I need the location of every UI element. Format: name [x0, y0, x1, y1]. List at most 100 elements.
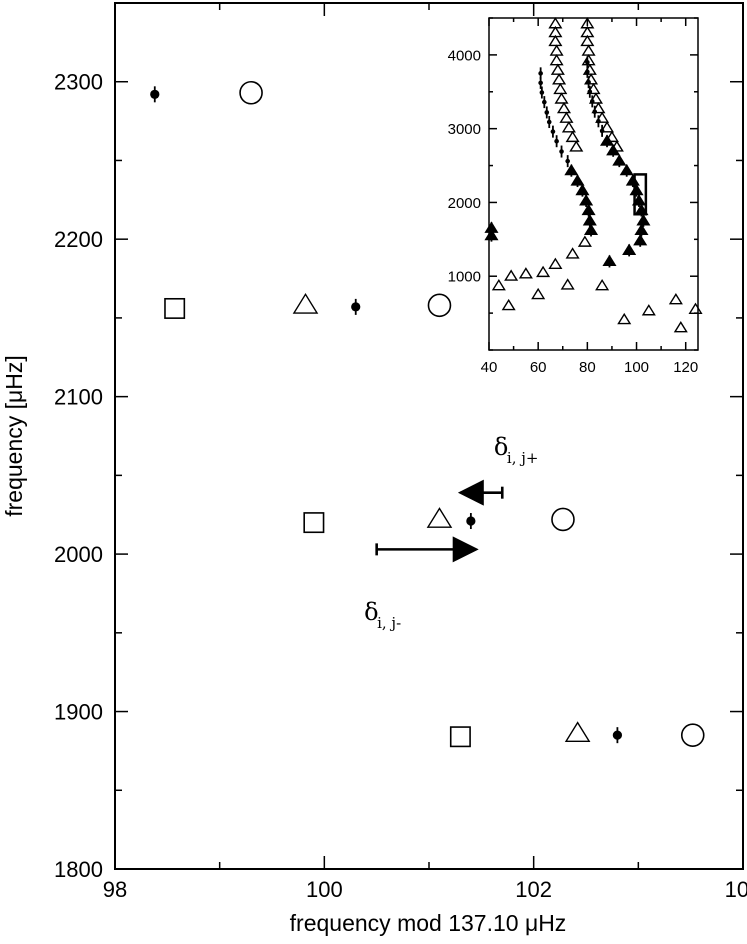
inset-point-open-triangle — [561, 121, 576, 133]
inset-point-open-triangle — [565, 130, 580, 143]
inset-point-open-triangle — [580, 34, 595, 47]
inset-highlight-box — [633, 173, 648, 216]
point-open-circle — [239, 80, 263, 105]
inset-point-open-triangle — [584, 73, 599, 85]
point-open-triangle — [292, 292, 319, 314]
inset-point-open-triangle — [595, 278, 610, 291]
inset-point-open-triangle — [536, 265, 551, 278]
inset-y-tick-label: 4000 — [448, 47, 481, 64]
x-tick-label: 102 — [515, 877, 552, 902]
inset-point-filled-triangle — [564, 163, 579, 176]
point-filled-circle — [612, 730, 623, 740]
y-tick-label: 2200 — [54, 227, 103, 252]
inset-point-filled-triangle — [633, 233, 648, 246]
inset-point-open-triangle — [581, 53, 596, 66]
inset-point-filled-triangle — [612, 154, 627, 166]
inset-point-filled-circle — [554, 138, 559, 144]
inset-point-open-triangle — [554, 92, 569, 104]
inset-point-open-triangle — [588, 92, 603, 104]
point-open-square — [449, 726, 471, 748]
x-tick-label: 104 — [725, 877, 747, 902]
point-filled-circle — [466, 516, 476, 526]
inset-point-open-triangle — [552, 73, 567, 85]
inset-point-open-triangle — [599, 121, 615, 133]
y-tick-label: 1800 — [54, 857, 103, 882]
inset-point-open-triangle — [591, 101, 606, 114]
inset-point-open-triangle — [559, 111, 574, 123]
inset-point-filled-circle — [565, 158, 570, 164]
inset-point-filled-triangle — [570, 174, 585, 186]
inset-point-filled-circle — [538, 80, 543, 86]
inset-point-open-triangle — [491, 278, 506, 291]
inset-point-open-triangle — [668, 292, 683, 305]
point-filled-circle — [150, 89, 160, 99]
x-tick-label: 98 — [103, 877, 127, 902]
inset-point-filled-circle — [539, 90, 545, 95]
inset-point-filled-triangle — [582, 214, 597, 226]
inset-point-filled-circle — [550, 129, 556, 134]
inset-point-open-triangle — [582, 63, 597, 75]
inset-point-filled-triangle — [606, 143, 621, 156]
point-open-square — [164, 297, 186, 319]
inset-point-filled-triangle — [631, 194, 647, 206]
inset-point-open-triangle — [553, 82, 568, 95]
y-tick-label: 2100 — [54, 385, 103, 410]
inset-point-open-triangle — [550, 63, 565, 75]
point-open-square — [303, 512, 325, 534]
text-layer: frequency mod 137.10 μHz frequency [μHz] — [1, 355, 566, 936]
inset-point-open-triangle — [560, 278, 575, 290]
inset-point-filled-triangle — [584, 223, 599, 236]
inset-point-filled-triangle — [622, 243, 637, 255]
inset-point-filled-circle — [546, 119, 552, 125]
inset-point-filled-circle — [544, 110, 550, 115]
point-open-circle — [551, 507, 575, 532]
y-tick-label: 2000 — [54, 542, 103, 567]
y-tick-label: 1900 — [54, 699, 103, 724]
inset-point-filled-triangle — [575, 183, 590, 196]
inset-point-filled-circle — [538, 71, 543, 76]
inset-point-open-triangle — [577, 235, 592, 247]
inset-point-filled-circle — [542, 99, 547, 105]
inset-point-open-triangle — [548, 34, 563, 47]
inset-x-tick-label: 120 — [673, 359, 698, 376]
point-open-triangle — [564, 721, 591, 742]
inset-point-open-triangle — [518, 267, 533, 279]
inset-x-tick-label: 40 — [481, 359, 498, 376]
inset-point-open-triangle — [688, 302, 703, 314]
inset-point-open-triangle — [565, 247, 580, 259]
inset-plot-frame — [488, 17, 699, 351]
inset-point-filled-triangle — [581, 203, 596, 216]
inset-point-filled-triangle — [636, 214, 651, 226]
inset-point-filled-circle — [559, 149, 564, 154]
delta-subscript-1: i, j+ — [507, 449, 539, 467]
point-open-triangle — [426, 507, 453, 528]
inset-point-open-triangle — [617, 312, 632, 325]
inset-point-filled-triangle — [634, 223, 649, 236]
inset-point-filled-circle — [585, 59, 590, 65]
inset-point-open-triangle — [673, 321, 688, 333]
main-plot: 98100102104180019002000210022002300δi, j… — [54, 2, 747, 902]
inset-plot: 40 60 80 100 120 1000 2000 3000 4000 — [448, 17, 703, 376]
inset-y-tick-label: 1000 — [448, 269, 481, 286]
inset-point-open-triangle — [641, 304, 656, 316]
delta-label-1: δ — [494, 433, 508, 461]
inset-x-tick-label: 100 — [624, 359, 649, 376]
inset-point-open-triangle — [531, 287, 546, 300]
inset-point-open-triangle — [548, 257, 563, 269]
y-axis-title: frequency [μHz] — [1, 355, 27, 517]
inset-point-open-triangle — [504, 269, 519, 281]
inset-point-open-triangle — [595, 111, 610, 123]
point-open-circle — [427, 293, 452, 318]
point-open-circle — [680, 723, 705, 747]
inset-point-open-triangle — [609, 140, 624, 152]
inset-x-tick-label: 60 — [530, 359, 547, 376]
inset-point-filled-triangle — [619, 163, 634, 176]
y-tick-label: 2300 — [54, 70, 103, 95]
delta-label-2: δ — [364, 598, 378, 626]
x-axis-title: frequency mod 137.10 μHz — [290, 910, 567, 936]
inset-point-open-triangle — [586, 82, 601, 95]
inset-point-open-triangle — [501, 298, 516, 311]
inset-point-open-triangle — [569, 140, 584, 152]
inset-point-filled-triangle — [579, 194, 594, 206]
